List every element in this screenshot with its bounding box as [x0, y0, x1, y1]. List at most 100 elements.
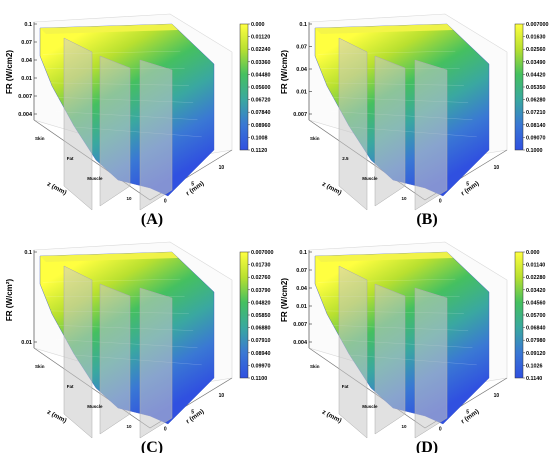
- y-tick-label: 0: [164, 426, 167, 432]
- colorbar-label: 0.1008: [251, 135, 268, 141]
- x-tick-label: 2.5: [342, 156, 349, 161]
- colorbar-label: 0.01140: [526, 263, 545, 269]
- x-tick-label: 10: [401, 424, 407, 429]
- z-tick-label: 0.004: [18, 112, 33, 118]
- x-tick-label: 10: [126, 196, 132, 201]
- colorbar-label: 0.09970: [251, 363, 271, 369]
- colorbar-label: 0.02760: [251, 275, 271, 281]
- y-tick-label: 10: [219, 165, 225, 171]
- y-tick-label: 5: [191, 182, 194, 188]
- colorbar-label: 0.07210: [526, 110, 546, 116]
- colorbar-label: 0.02240: [251, 47, 271, 53]
- layer-plane-3: [139, 59, 173, 211]
- z-tick-label: 0.007: [293, 112, 307, 118]
- z-tick-label: 0.07: [296, 45, 307, 51]
- colorbar-label: 0.08960: [251, 123, 271, 129]
- colorbar-label: 0.07980: [526, 338, 546, 344]
- y-tick-label: 5: [466, 410, 469, 416]
- layer-plane-3: [414, 59, 448, 211]
- colorbar-label: 0.1026: [526, 363, 543, 369]
- colorbar-label: 0.1100: [251, 376, 267, 382]
- z-tick-label: 0.07: [296, 268, 307, 274]
- colorbar-label: 0.06720: [251, 98, 271, 104]
- colorbar: [239, 23, 249, 151]
- y-tick-label: 0: [439, 198, 442, 204]
- z-tick-label: 0.1: [299, 250, 307, 256]
- x-tick-label: Skin: [310, 136, 320, 141]
- colorbar-label: 0.09070: [526, 135, 546, 141]
- x-tick-label: Muscle: [87, 176, 103, 181]
- layer-plane-1: [63, 37, 93, 211]
- z-tick-label: 0.07: [21, 40, 32, 46]
- colorbar-label: 0.05350: [526, 85, 546, 91]
- z-tick-label: 0.04: [296, 286, 308, 292]
- colorbar-label: 0.007000: [251, 250, 273, 256]
- colorbar-label: 0.000: [251, 22, 265, 28]
- surface-ridge: [315, 252, 453, 262]
- x-tick-label: Fat: [342, 384, 349, 389]
- x-tick-label: 10: [126, 424, 132, 429]
- z-tick-label: 0.1: [24, 22, 32, 28]
- y-axis-title: r (mm): [185, 408, 206, 425]
- z-axis-title: FR (W/cm2): [280, 278, 289, 322]
- colorbar-label: 0.01120: [251, 35, 270, 41]
- x-tick-label: Muscle: [362, 176, 378, 181]
- y-tick-label: 10: [219, 393, 225, 399]
- x-tick-label: Skin: [35, 364, 45, 369]
- z-tick-label: 0.1: [24, 250, 32, 256]
- layer-plane-2: [99, 55, 131, 207]
- panel-a: 0.1 0.07 0.04 0.01 0.007 0.004 FR (W/cm2) Skin F…: [5, 13, 271, 228]
- colorbar-label: 0.06840: [526, 326, 546, 332]
- colorbar-label: 0.07840: [251, 110, 271, 116]
- colorbar-label: 0.03420: [526, 288, 546, 294]
- surface-ridge: [40, 24, 178, 34]
- colorbar-label: 0.06880: [251, 326, 271, 332]
- colorbar-label: 0.08940: [251, 351, 271, 357]
- x-tick-label: Fat: [67, 384, 74, 389]
- colorbar-label: 0.04560: [526, 300, 546, 306]
- panel-letter: (B): [416, 211, 437, 228]
- colorbar-label: 0.05600: [251, 85, 271, 91]
- colorbar-label: 0.007000: [526, 22, 548, 28]
- y-tick-label: 0: [164, 198, 167, 204]
- colorbar-label: 0.04420: [526, 72, 546, 78]
- layer-plane-1: [338, 37, 368, 211]
- colorbar-label: 0.03490: [526, 60, 546, 66]
- colorbar-label: 0.07910: [251, 338, 271, 344]
- x-tick-label: 10: [401, 196, 407, 201]
- layer-plane-2: [374, 283, 406, 435]
- surface-ridge: [315, 24, 453, 34]
- y-axis-title: r (mm): [185, 180, 206, 197]
- surface-ridge: [40, 252, 178, 262]
- z-tick-label: 0.01: [21, 76, 32, 82]
- z-tick-label: 0.04: [296, 67, 308, 73]
- y-axis-title: r (mm): [460, 180, 481, 197]
- colorbar: [514, 23, 524, 151]
- colorbar-label: 0.03790: [251, 288, 271, 294]
- colorbar-label: 0.02280: [526, 275, 546, 281]
- colorbar-label: 0.04480: [251, 72, 271, 78]
- layer-plane-2: [374, 55, 406, 207]
- z-tick-label: 0.01: [296, 304, 307, 310]
- z-tick-label: 0.007: [293, 322, 307, 328]
- x-tick-label: Muscle: [87, 404, 103, 409]
- y-tick-label: 5: [466, 182, 469, 188]
- x-tick-label: Skin: [310, 364, 320, 369]
- colorbar: [514, 251, 524, 379]
- colorbar-label: 0.06280: [526, 98, 546, 104]
- colorbar-label: 0.02560: [526, 47, 546, 53]
- x-tick-label: Fat: [67, 156, 74, 161]
- colorbar-label: 0.1140: [526, 376, 542, 382]
- y-tick-label: 0: [439, 426, 442, 432]
- colorbar-label: 0.05850: [251, 313, 271, 319]
- z-tick-label: 0.04: [21, 58, 33, 64]
- layer-plane-2: [99, 283, 131, 435]
- z-tick-label: 0.007: [18, 94, 32, 100]
- colorbar-label: 0.08140: [526, 123, 546, 129]
- y-tick-label: 10: [494, 393, 500, 399]
- panel-d: 0.1 0.07 0.04 0.01 0.007 0.004 FR (W/cm2) Skin F…: [280, 241, 546, 453]
- panel-letter: (D): [416, 439, 438, 453]
- layer-plane-3: [414, 287, 448, 439]
- z-axis-title: FR (W/cm²): [5, 279, 14, 322]
- colorbar: [239, 251, 249, 379]
